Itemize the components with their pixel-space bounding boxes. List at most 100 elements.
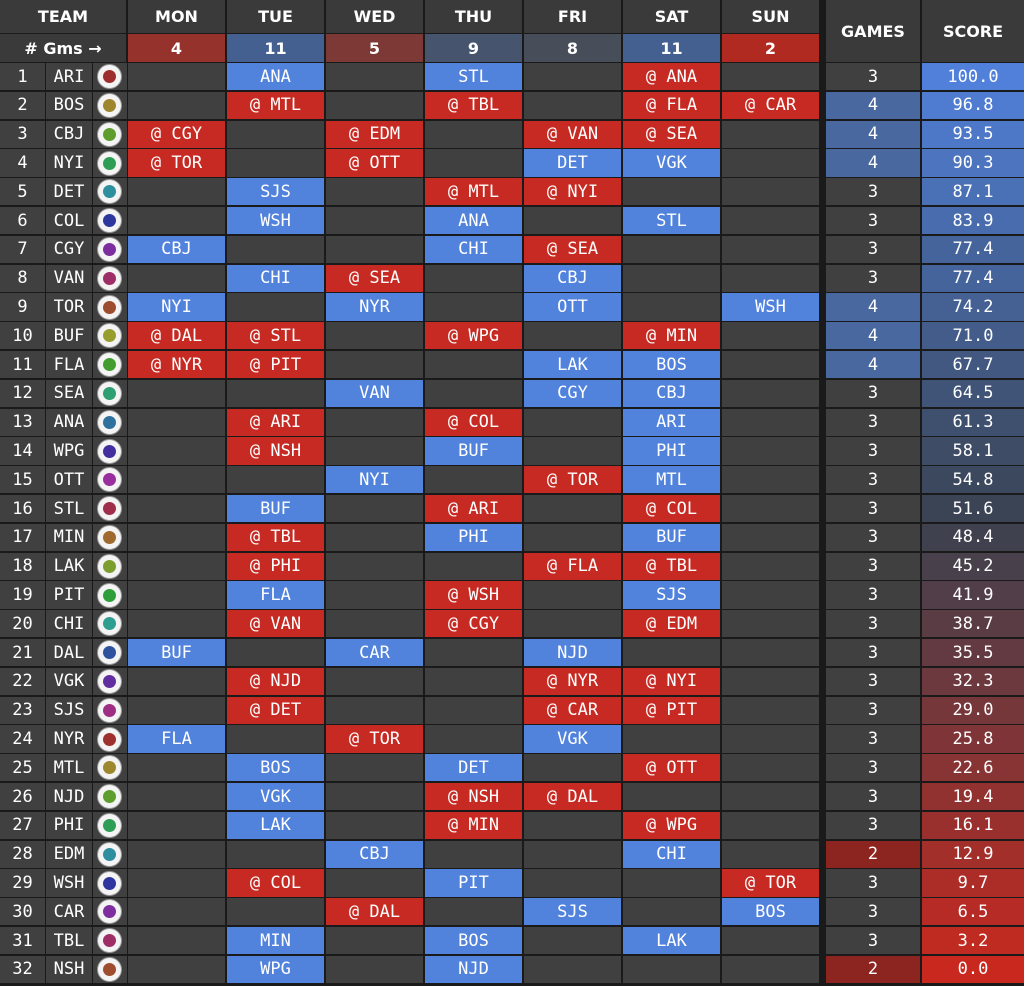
rank: 9 xyxy=(0,293,45,321)
rank: 12 xyxy=(0,379,45,408)
logo-cell xyxy=(93,581,127,609)
team: FLA xyxy=(46,351,92,379)
logo-cell xyxy=(93,91,127,120)
empty-cell xyxy=(425,696,522,724)
empty-cell xyxy=(722,408,819,436)
empty-cell xyxy=(128,610,225,638)
empty-cell xyxy=(128,91,225,120)
rank: 20 xyxy=(0,610,45,638)
empty-cell xyxy=(227,639,324,667)
empty-cell xyxy=(722,351,819,379)
empty-cell xyxy=(425,149,522,177)
logo-cell xyxy=(93,523,127,552)
team: BUF xyxy=(46,322,92,350)
away-game: @ NYI xyxy=(623,667,720,696)
games: 3 xyxy=(826,207,920,235)
score: 67.7 xyxy=(922,351,1024,379)
empty-cell xyxy=(326,523,423,552)
empty-cell xyxy=(524,207,621,235)
rank: 13 xyxy=(0,408,45,436)
team-logo xyxy=(97,784,122,810)
empty-cell xyxy=(722,149,819,177)
away-game: @ ARI xyxy=(425,495,522,523)
games: 3 xyxy=(826,466,920,494)
away-game: @ CGY xyxy=(425,610,522,638)
games: 3 xyxy=(826,811,920,840)
day-count: 11 xyxy=(227,34,324,62)
logo-cell xyxy=(93,840,127,868)
score: 90.3 xyxy=(922,149,1024,177)
empty-cell xyxy=(623,264,720,292)
team: CBJ xyxy=(46,120,92,148)
empty-cell xyxy=(425,466,522,494)
home-game: CBJ xyxy=(524,264,621,292)
score: 93.5 xyxy=(922,120,1024,148)
empty-cell xyxy=(326,552,423,580)
score: 41.9 xyxy=(922,581,1024,609)
rank: 19 xyxy=(0,581,45,609)
score: 51.6 xyxy=(922,495,1024,523)
empty-cell xyxy=(524,495,621,523)
team: CGY xyxy=(46,235,92,264)
games: 3 xyxy=(826,754,920,782)
empty-cell xyxy=(326,235,423,264)
header-cell: WED xyxy=(326,0,423,33)
home-game: WSH xyxy=(722,293,819,321)
home-game: NYI xyxy=(128,293,225,321)
team: WPG xyxy=(46,437,92,465)
empty-cell xyxy=(722,725,819,753)
away-game: @ ANA xyxy=(623,63,720,91)
team-logo xyxy=(97,611,122,637)
logo-cell xyxy=(93,869,127,897)
away-game: @ TOR xyxy=(524,466,621,494)
empty-cell xyxy=(326,696,423,724)
empty-cell xyxy=(524,91,621,120)
home-game: CHI xyxy=(425,235,522,264)
empty-cell xyxy=(722,552,819,580)
empty-cell xyxy=(524,869,621,897)
rank: 8 xyxy=(0,264,45,292)
home-game: ARI xyxy=(623,408,720,436)
empty-cell xyxy=(623,639,720,667)
empty-cell xyxy=(128,379,225,408)
games: 3 xyxy=(826,63,920,91)
empty-cell xyxy=(722,437,819,465)
rank: 10 xyxy=(0,322,45,350)
home-game: BUF xyxy=(227,495,324,523)
home-game: PHI xyxy=(425,523,522,552)
away-game: @ PHI xyxy=(227,552,324,580)
logo-cell xyxy=(93,639,127,667)
team-logo xyxy=(97,841,122,867)
team: NSH xyxy=(46,955,92,984)
team: TOR xyxy=(46,293,92,321)
score: 74.2 xyxy=(922,293,1024,321)
empty-cell xyxy=(326,495,423,523)
rank: 2 xyxy=(0,91,45,120)
team: ARI xyxy=(46,63,92,91)
away-game: @ OTT xyxy=(326,149,423,177)
away-game: @ DET xyxy=(227,696,324,724)
score: 45.2 xyxy=(922,552,1024,580)
away-game: @ DAL xyxy=(128,322,225,350)
empty-cell xyxy=(722,63,819,91)
header-cell: FRI xyxy=(524,0,621,33)
empty-cell xyxy=(722,754,819,782)
empty-cell xyxy=(128,495,225,523)
empty-cell xyxy=(326,408,423,436)
empty-cell xyxy=(326,351,423,379)
empty-cell xyxy=(128,437,225,465)
team-logo xyxy=(97,121,122,147)
away-game: @ TBL xyxy=(623,552,720,580)
team: VGK xyxy=(46,667,92,696)
logo-cell xyxy=(93,610,127,638)
empty-cell xyxy=(623,293,720,321)
rank: 15 xyxy=(0,466,45,494)
score: 6.5 xyxy=(922,898,1024,926)
team-logo xyxy=(97,668,122,694)
score: 19.4 xyxy=(922,783,1024,811)
empty-cell xyxy=(425,898,522,926)
empty-cell xyxy=(722,696,819,724)
logo-cell xyxy=(93,552,127,580)
empty-cell xyxy=(722,811,819,840)
team-logo xyxy=(97,640,122,666)
